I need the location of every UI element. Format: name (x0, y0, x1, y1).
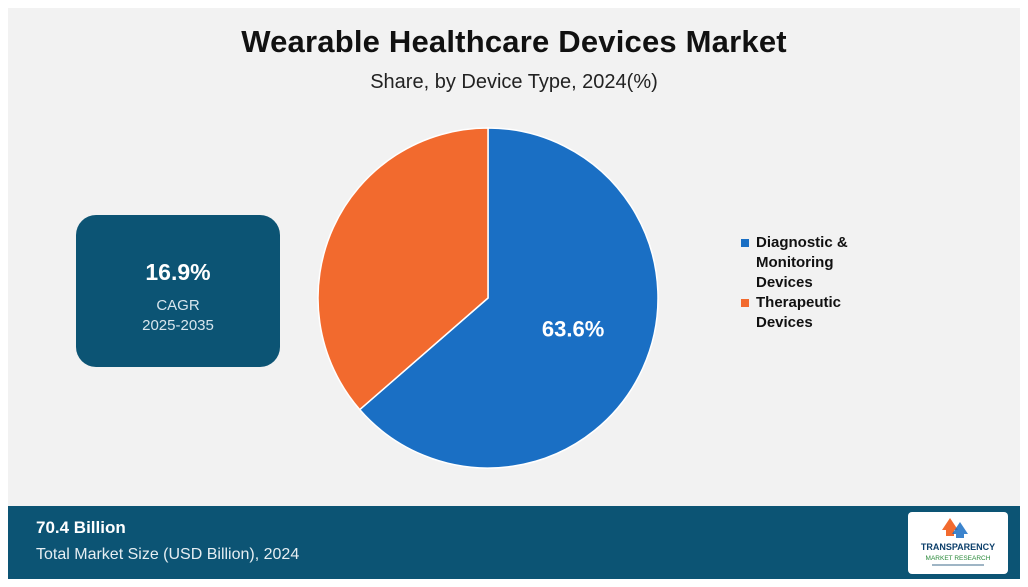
legend-item-diagnostic: Diagnostic & Monitoring Devices (741, 233, 881, 293)
chart-subtitle: Share, by Device Type, 2024(%) (370, 71, 658, 93)
legend-label-therapeutic: Therapeutic Devices (756, 294, 842, 331)
chart-title: Wearable Healthcare Devices Market (241, 24, 787, 59)
legend-label-diagnostic: Diagnostic & Monitoring Devices (756, 234, 848, 291)
cagr-label: CAGR (156, 297, 200, 314)
market-size-value: 70.4 Billion (36, 518, 126, 537)
pie-slice-1 (317, 127, 489, 411)
legend-item-therapeutic: Therapeutic Devices (741, 293, 881, 333)
legend-swatch-diagnostic (741, 239, 749, 247)
footer-bar: 70.4 Billion Total Market Size (USD Bill… (8, 506, 1020, 579)
svg-text:MARKET RESEARCH: MARKET RESEARCH (926, 555, 991, 562)
pie-slice-0 (358, 127, 659, 469)
pie-data-label-0: 63.6% (542, 317, 604, 342)
market-size-caption: Total Market Size (USD Billion), 2024 (36, 546, 300, 563)
svg-text:TRANSPARENCY: TRANSPARENCY (921, 542, 995, 552)
cagr-box: 16.9% CAGR 2025-2035 (76, 215, 280, 367)
company-logo: TRANSPARENCY MARKET RESEARCH (908, 512, 1008, 574)
chart-frame: Wearable Healthcare Devices Market Share… (8, 8, 1020, 579)
legend-swatch-therapeutic (741, 299, 749, 307)
cagr-value: 16.9% (145, 259, 211, 285)
pie-chart: 63.6% (317, 127, 659, 469)
cagr-period: 2025-2035 (142, 317, 214, 334)
legend: Diagnostic & Monitoring Devices Therapeu… (741, 233, 881, 333)
